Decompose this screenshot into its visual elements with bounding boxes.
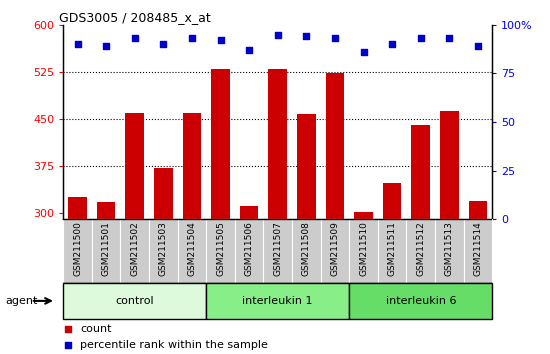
Bar — [63, 219, 92, 283]
Bar — [378, 219, 406, 283]
Bar — [154, 168, 173, 219]
Bar — [354, 212, 373, 219]
Text: GSM211512: GSM211512 — [416, 221, 425, 276]
Text: GSM211504: GSM211504 — [188, 221, 196, 276]
Bar — [326, 73, 344, 219]
Bar — [211, 69, 230, 219]
Bar — [411, 125, 430, 219]
Text: GSM211506: GSM211506 — [245, 221, 254, 276]
Text: control: control — [116, 296, 154, 306]
Bar — [97, 202, 116, 219]
Bar — [435, 219, 464, 283]
Bar — [464, 219, 492, 283]
Text: GSM211500: GSM211500 — [73, 221, 82, 276]
Bar — [68, 198, 87, 219]
Text: GSM211509: GSM211509 — [331, 221, 339, 276]
Bar — [406, 219, 435, 283]
Bar — [321, 219, 349, 283]
Text: GSM211510: GSM211510 — [359, 221, 368, 276]
Bar — [206, 219, 235, 283]
Bar — [292, 219, 321, 283]
Point — [63, 342, 72, 348]
Bar — [297, 114, 316, 219]
Point — [474, 44, 482, 49]
Point — [102, 44, 111, 49]
Point — [130, 35, 139, 41]
Bar — [383, 183, 402, 219]
Text: GDS3005 / 208485_x_at: GDS3005 / 208485_x_at — [59, 11, 211, 24]
Text: GSM211511: GSM211511 — [388, 221, 397, 276]
Text: agent: agent — [6, 296, 38, 306]
Point — [388, 41, 397, 47]
Point — [416, 35, 425, 41]
Point — [273, 32, 282, 37]
Bar — [240, 206, 258, 219]
Text: GSM211507: GSM211507 — [273, 221, 282, 276]
Bar — [206, 283, 349, 319]
Point — [359, 49, 368, 55]
Bar — [235, 219, 263, 283]
Text: percentile rank within the sample: percentile rank within the sample — [80, 340, 268, 350]
Text: GSM211514: GSM211514 — [474, 221, 482, 276]
Text: GSM211501: GSM211501 — [102, 221, 111, 276]
Bar — [349, 219, 378, 283]
Bar — [125, 113, 144, 219]
Point — [445, 35, 454, 41]
Bar — [469, 201, 487, 219]
Bar — [268, 69, 287, 219]
Point — [302, 34, 311, 39]
Bar — [440, 112, 459, 219]
Bar — [149, 219, 178, 283]
Point — [188, 35, 196, 41]
Bar — [120, 219, 149, 283]
Bar — [63, 283, 206, 319]
Text: interleukin 1: interleukin 1 — [243, 296, 313, 306]
Text: count: count — [80, 324, 112, 333]
Text: GSM211505: GSM211505 — [216, 221, 225, 276]
Point — [216, 38, 225, 43]
Point — [331, 35, 339, 41]
Point — [159, 41, 168, 47]
Point — [245, 47, 254, 53]
Point — [63, 326, 72, 331]
Bar — [92, 219, 120, 283]
Text: GSM211513: GSM211513 — [445, 221, 454, 276]
Text: GSM211508: GSM211508 — [302, 221, 311, 276]
Bar — [263, 219, 292, 283]
Point — [73, 41, 82, 47]
Bar — [178, 219, 206, 283]
Bar — [183, 113, 201, 219]
Text: interleukin 6: interleukin 6 — [386, 296, 456, 306]
Text: GSM211503: GSM211503 — [159, 221, 168, 276]
Bar — [349, 283, 492, 319]
Text: GSM211502: GSM211502 — [130, 221, 139, 276]
